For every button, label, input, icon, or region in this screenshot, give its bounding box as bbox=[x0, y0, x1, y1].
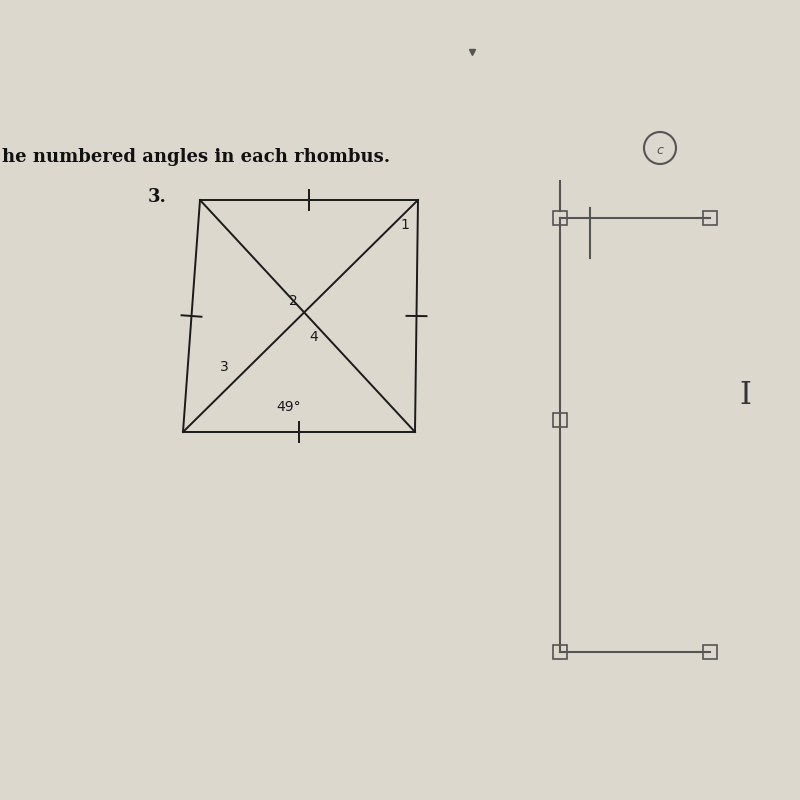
Bar bbox=[553, 211, 567, 225]
Text: 3: 3 bbox=[220, 360, 229, 374]
Text: 2: 2 bbox=[289, 294, 298, 308]
Bar bbox=[703, 211, 717, 225]
Text: 49°: 49° bbox=[276, 400, 301, 414]
Text: I: I bbox=[739, 379, 751, 410]
Bar bbox=[553, 413, 567, 427]
Text: c: c bbox=[657, 143, 663, 157]
Text: 4: 4 bbox=[309, 330, 318, 344]
Text: 3.: 3. bbox=[148, 188, 167, 206]
Text: 1: 1 bbox=[400, 218, 409, 232]
Bar bbox=[703, 645, 717, 659]
Bar bbox=[553, 645, 567, 659]
Text: he numbered angles in each rhombus.: he numbered angles in each rhombus. bbox=[2, 148, 390, 166]
